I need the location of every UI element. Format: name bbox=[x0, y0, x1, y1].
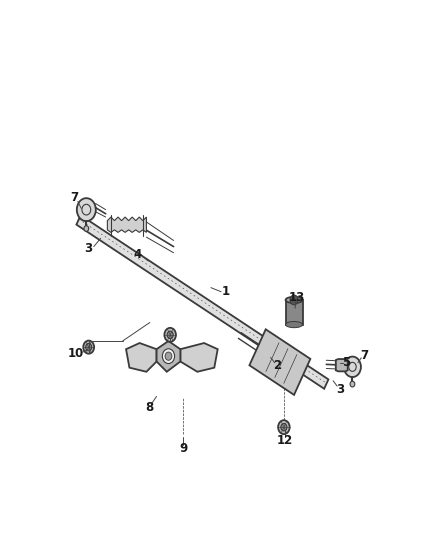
Circle shape bbox=[350, 381, 355, 387]
Text: 10: 10 bbox=[67, 347, 84, 360]
Circle shape bbox=[164, 328, 176, 342]
Circle shape bbox=[77, 198, 96, 221]
Text: 3: 3 bbox=[85, 242, 93, 255]
Circle shape bbox=[290, 295, 298, 305]
Text: 7: 7 bbox=[360, 349, 368, 362]
Ellipse shape bbox=[286, 321, 303, 328]
Circle shape bbox=[165, 352, 172, 360]
Text: 1: 1 bbox=[222, 285, 230, 298]
Polygon shape bbox=[107, 217, 146, 232]
Polygon shape bbox=[286, 300, 303, 325]
Circle shape bbox=[84, 225, 88, 231]
Text: 8: 8 bbox=[146, 401, 154, 414]
Circle shape bbox=[278, 420, 290, 434]
Text: 3: 3 bbox=[336, 383, 344, 395]
Text: 7: 7 bbox=[71, 191, 78, 204]
Circle shape bbox=[83, 341, 94, 354]
Polygon shape bbox=[156, 341, 180, 372]
Text: 13: 13 bbox=[288, 290, 304, 304]
Text: 12: 12 bbox=[277, 434, 293, 447]
Text: 2: 2 bbox=[273, 359, 281, 372]
Text: 4: 4 bbox=[134, 248, 142, 261]
Polygon shape bbox=[180, 343, 218, 372]
Ellipse shape bbox=[286, 297, 303, 303]
Circle shape bbox=[281, 424, 287, 431]
Polygon shape bbox=[249, 329, 311, 395]
Polygon shape bbox=[126, 343, 156, 372]
Text: 9: 9 bbox=[179, 442, 187, 455]
Polygon shape bbox=[336, 359, 348, 372]
Circle shape bbox=[86, 343, 92, 351]
Circle shape bbox=[162, 349, 175, 364]
Polygon shape bbox=[76, 215, 328, 389]
Text: 5: 5 bbox=[342, 356, 350, 369]
Circle shape bbox=[167, 331, 173, 338]
Circle shape bbox=[344, 357, 361, 377]
